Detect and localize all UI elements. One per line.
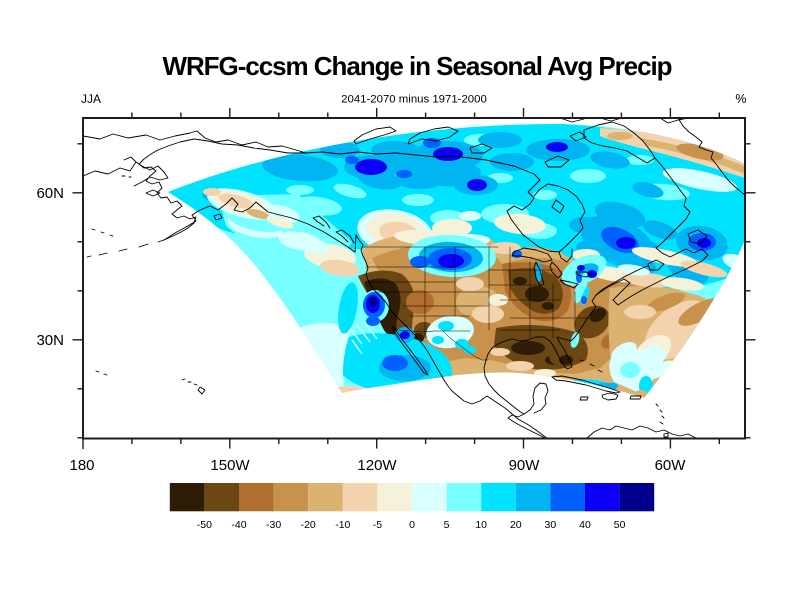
svg-text:0: 0 bbox=[409, 519, 415, 531]
svg-text:-50: -50 bbox=[197, 519, 212, 531]
svg-text:30: 30 bbox=[545, 519, 557, 531]
svg-text:20: 20 bbox=[510, 519, 522, 531]
svg-text:-20: -20 bbox=[301, 519, 316, 531]
svg-text:180: 180 bbox=[69, 457, 94, 474]
svg-text:WRFG-ccsm Change in Seasonal A: WRFG-ccsm Change in Seasonal Avg Precip bbox=[162, 51, 671, 81]
svg-text:-10: -10 bbox=[335, 519, 350, 531]
svg-text:10: 10 bbox=[475, 519, 487, 531]
svg-text:150W: 150W bbox=[210, 457, 250, 474]
svg-text:40: 40 bbox=[579, 519, 591, 531]
svg-text:90W: 90W bbox=[509, 457, 541, 474]
svg-text:60N: 60N bbox=[36, 185, 64, 202]
svg-text:JJA: JJA bbox=[81, 92, 101, 106]
svg-text:5: 5 bbox=[444, 519, 450, 531]
svg-text:30N: 30N bbox=[36, 332, 64, 349]
svg-text:-30: -30 bbox=[266, 519, 281, 531]
svg-text:50: 50 bbox=[614, 519, 626, 531]
svg-text:2041-2070 minus 1971-2000: 2041-2070 minus 1971-2000 bbox=[341, 94, 487, 106]
svg-text:-40: -40 bbox=[231, 519, 246, 531]
svg-text:60W: 60W bbox=[655, 457, 687, 474]
svg-text:-5: -5 bbox=[373, 519, 382, 531]
svg-text:%: % bbox=[735, 92, 746, 106]
svg-text:120W: 120W bbox=[357, 457, 397, 474]
